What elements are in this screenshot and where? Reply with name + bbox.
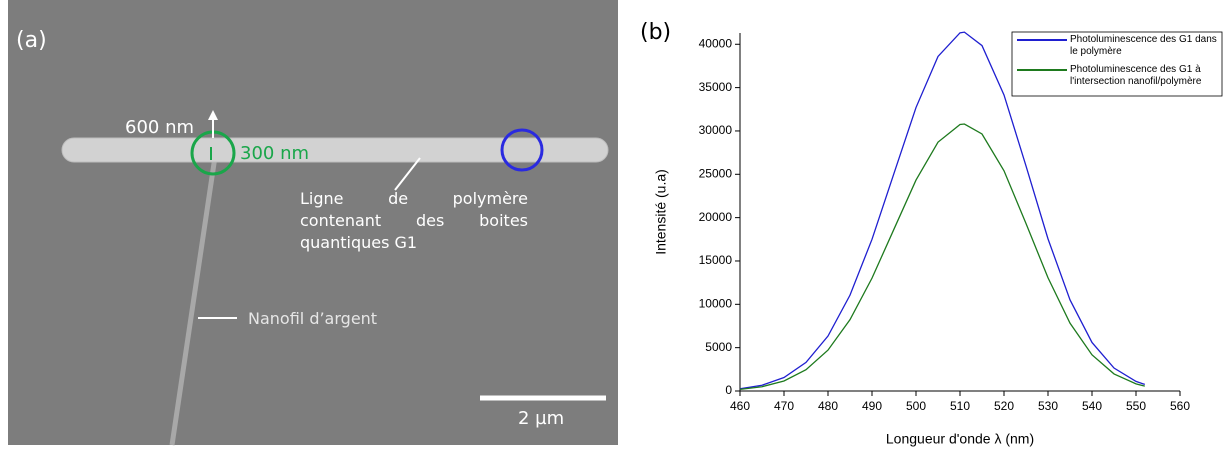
- x-tick-label: 560: [1170, 399, 1190, 413]
- series-line: [739, 31, 1146, 390]
- y-tick-label: 5000: [705, 340, 732, 354]
- x-tick-label: 500: [906, 399, 926, 413]
- polymer-line: [61, 137, 609, 163]
- annotation: 300 nm: [240, 143, 310, 164]
- x-tick-label: 460: [730, 399, 750, 413]
- x-tick-label: 510: [950, 399, 970, 413]
- y-tick-label: 10000: [699, 296, 733, 310]
- x-tick-label: 550: [1126, 399, 1146, 413]
- y-tick-label: 15000: [699, 253, 733, 267]
- sem-image: [8, 0, 618, 445]
- panel-label: (b): [640, 20, 672, 45]
- nanowire: [169, 149, 219, 446]
- x-tick-label: 530: [1038, 399, 1058, 413]
- y-tick-label: 0: [725, 383, 732, 397]
- legend-box: [1011, 31, 1223, 97]
- pointer: [394, 157, 421, 191]
- arrowhead: [208, 110, 218, 120]
- x-tick-label: 540: [1082, 399, 1102, 413]
- series-line: [739, 123, 1145, 390]
- y-tick-label: 35000: [699, 80, 733, 94]
- y-tick-label: 25000: [699, 166, 733, 180]
- y-axis-label: Intensité (u.a): [653, 169, 669, 255]
- y-tick-label: 20000: [699, 210, 733, 224]
- x-tick-label: 520: [994, 399, 1014, 413]
- y-tick-label: 30000: [699, 123, 733, 137]
- legend-label: Photoluminescence des G1 à l'intersectio…: [1070, 64, 1202, 87]
- scale-label: 2 µm: [518, 408, 565, 429]
- x-tick-label: 480: [818, 399, 838, 413]
- legend-label: Photoluminescence des G1 dans le polymèr…: [1070, 34, 1217, 57]
- annotation: Ligne de polymère contenant des boites q…: [300, 189, 528, 252]
- y-tick-label: 40000: [699, 36, 733, 50]
- blue-circle: [500, 128, 544, 172]
- annotation: 600 nm: [125, 117, 195, 138]
- panel-label: (a): [16, 28, 47, 53]
- x-tick-label: 470: [774, 399, 794, 413]
- x-tick-label: 490: [862, 399, 882, 413]
- x-axis-label: Longueur d'onde λ (nm): [886, 431, 1034, 447]
- annotation: Nanofil d’argent: [248, 309, 378, 328]
